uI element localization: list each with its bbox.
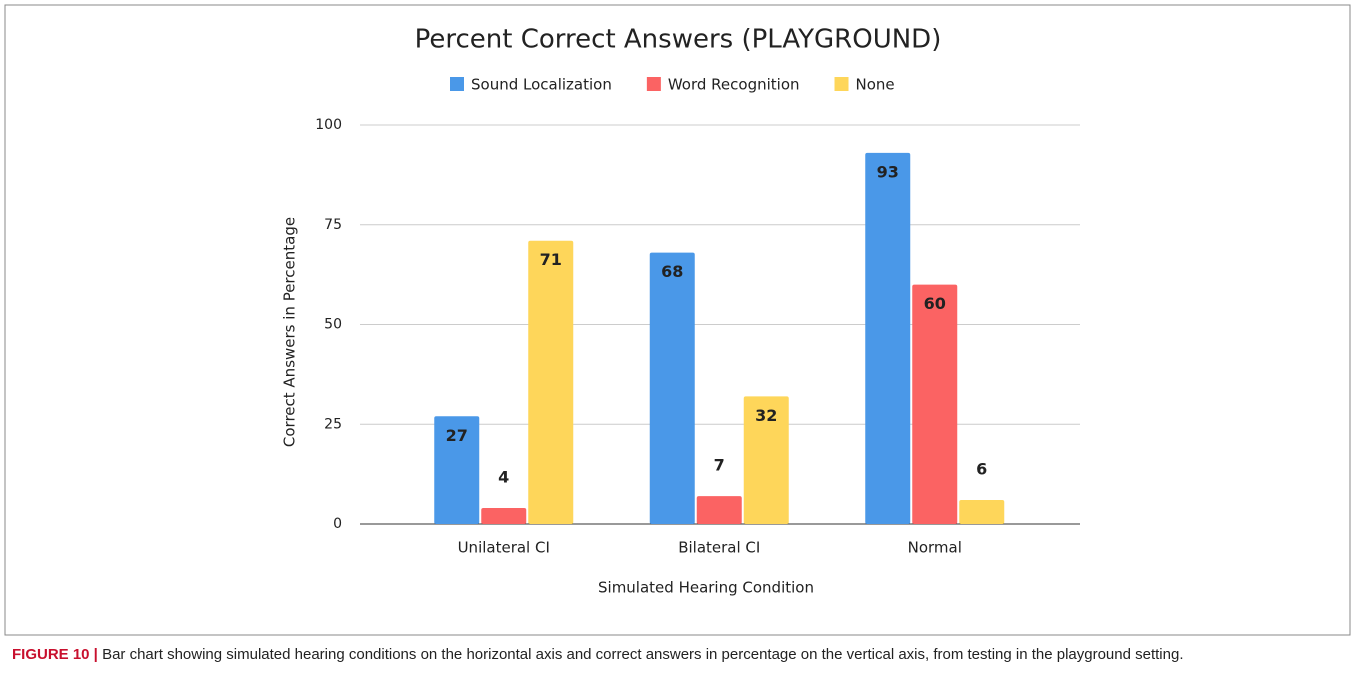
- data-label: 27: [446, 426, 468, 445]
- frame: [4, 4, 1351, 636]
- y-tick-label: 75: [324, 217, 342, 233]
- data-label: 60: [924, 294, 946, 313]
- legend-label: Sound Localization: [471, 76, 612, 94]
- bar: [434, 416, 480, 524]
- y-tick-label: 25: [324, 416, 342, 432]
- data-label: 7: [714, 456, 725, 475]
- x-tick-label: Bilateral CI: [678, 539, 760, 557]
- y-tick-label: 100: [315, 117, 342, 133]
- bar: [696, 496, 742, 524]
- caption: FIGURE 10 | Bar chart showing simulated …: [12, 644, 1332, 665]
- caption-label: FIGURE 10 |: [12, 646, 98, 663]
- bar: [528, 240, 574, 524]
- data-label: 32: [755, 406, 777, 425]
- legend-swatch: [450, 77, 464, 91]
- x-axis-title: Simulated Hearing Condition: [598, 579, 814, 597]
- bar: [649, 252, 695, 524]
- legend-swatch: [834, 77, 849, 91]
- x-tick-label: Unilateral CI: [458, 539, 550, 557]
- legend-label: Word Recognition: [668, 76, 800, 94]
- chart-title: Percent Correct Answers (PLAYGROUND): [415, 25, 942, 55]
- data-label: 71: [540, 250, 562, 269]
- bar: [912, 284, 958, 524]
- bar: [959, 500, 1005, 524]
- bar: [743, 396, 789, 524]
- legend-label: None: [856, 76, 895, 94]
- y-tick-label: 0: [333, 516, 342, 532]
- legend-swatch: [646, 77, 661, 91]
- caption-text: Bar chart showing simulated hearing cond…: [102, 646, 1184, 663]
- data-label: 68: [661, 262, 683, 281]
- chart: Percent Correct Answers (PLAYGROUND) Sim…: [4, 4, 1351, 636]
- data-label: 6: [976, 460, 987, 479]
- x-tick-label: Normal: [908, 539, 962, 557]
- data-label: 4: [498, 468, 509, 487]
- y-tick-label: 50: [324, 317, 342, 333]
- bar: [865, 152, 911, 524]
- data-label: 93: [877, 162, 899, 181]
- y-axis-title: Correct Answers in Percentage: [281, 217, 299, 447]
- bar: [481, 508, 527, 524]
